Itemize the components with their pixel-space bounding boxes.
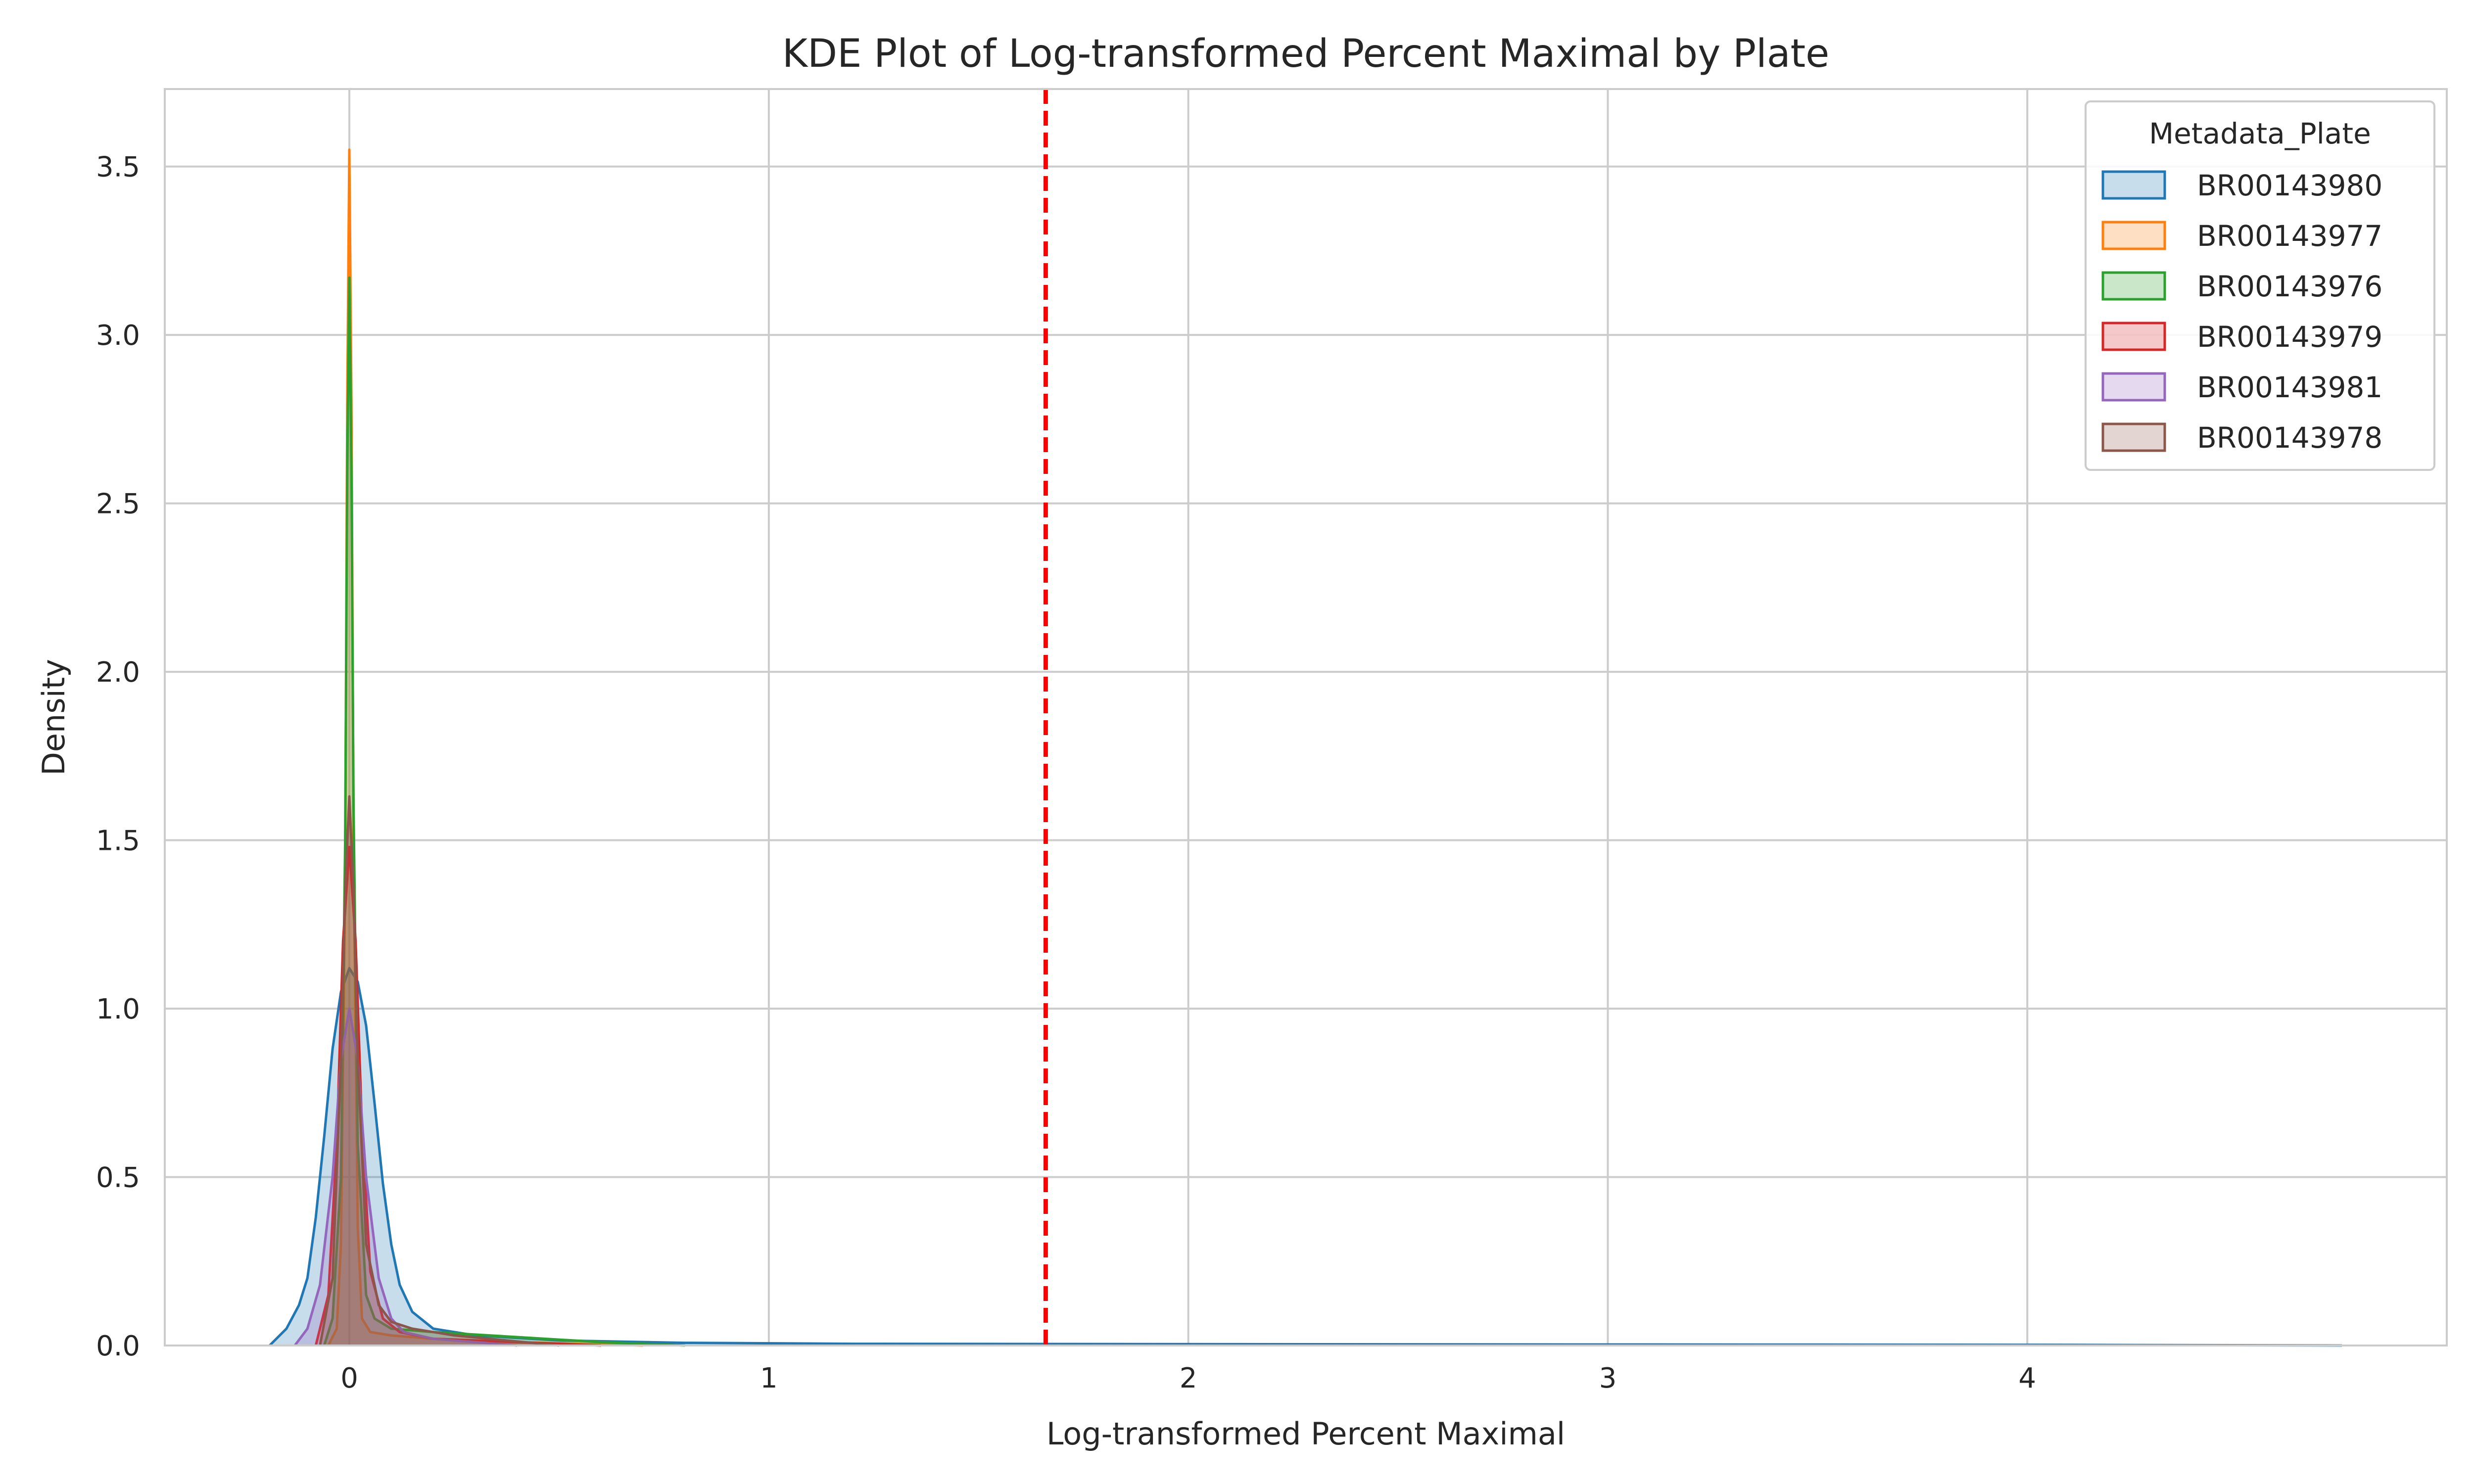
y-tick-label: 0.0 xyxy=(96,1330,140,1362)
legend-item: BR00143977 xyxy=(2101,219,2382,253)
x-ticks: 0 1 2 3 4 xyxy=(340,1362,2036,1394)
grid xyxy=(165,89,2447,1346)
x-tick-label: 1 xyxy=(760,1362,778,1394)
legend-item: BR00143979 xyxy=(2101,320,2382,354)
x-tick-label: 3 xyxy=(1599,1362,1617,1394)
y-tick-label: 0.5 xyxy=(96,1162,140,1194)
kde-area-BR00143979 xyxy=(316,847,601,1345)
legend-label: BR00143981 xyxy=(2197,371,2382,404)
y-tick-label: 2.0 xyxy=(96,656,140,689)
legend-swatch xyxy=(2101,170,2166,200)
legend-item: BR00143981 xyxy=(2101,371,2382,404)
kde-area-BR00143978 xyxy=(320,796,559,1345)
y-tick-label: 3.5 xyxy=(96,151,140,184)
y-tick-label: 2.5 xyxy=(96,488,140,520)
legend-items: BR00143980 BR00143977 BR00143976 BR00143979… xyxy=(2101,169,2382,455)
x-tick-label: 0 xyxy=(340,1362,358,1394)
legend-box xyxy=(2085,100,2435,471)
legend-title: Metadata_Plate xyxy=(2149,117,2371,150)
legend-label: BR00143978 xyxy=(2197,421,2382,455)
x-tick-label: 4 xyxy=(2018,1362,2036,1394)
legend-item: BR00143978 xyxy=(2101,421,2382,455)
chart-title: KDE Plot of Log-transformed Percent Maxi… xyxy=(782,32,1829,76)
legend-label: BR00143980 xyxy=(2197,169,2382,202)
y-tick-label: 1.0 xyxy=(96,993,140,1025)
legend-swatch xyxy=(2101,372,2166,402)
legend-item: BR00143980 xyxy=(2101,169,2382,202)
y-axis-label: Density xyxy=(36,659,72,776)
kde-line-BR00143980 xyxy=(269,967,2342,1347)
legend-swatch xyxy=(2101,422,2166,452)
kde-area-BR00143981 xyxy=(294,1009,518,1345)
legend-item: BR00143976 xyxy=(2101,270,2382,303)
x-tick-label: 2 xyxy=(1180,1362,1197,1394)
y-tick-label: 3.0 xyxy=(96,320,140,352)
x-axis-label: Log-transformed Percent Maximal xyxy=(1047,1416,1565,1452)
legend-swatch xyxy=(2101,271,2166,301)
y-tick-label: 1.5 xyxy=(96,825,140,857)
legend-swatch xyxy=(2101,221,2166,250)
legend-label: BR00143979 xyxy=(2197,320,2382,354)
legend-swatch xyxy=(2101,322,2166,351)
legend: Metadata_Plate BR00143980BR00143977BR001… xyxy=(2085,100,2435,471)
plot-frame xyxy=(164,88,2448,1346)
kde-area-BR00143976 xyxy=(324,278,685,1345)
y-ticks: 0.0 0.5 1.0 1.5 2.0 2.5 3.0 3.5 xyxy=(96,151,140,1362)
series-layer xyxy=(269,148,2342,1347)
legend-label: BR00143976 xyxy=(2197,270,2382,303)
legend-label: BR00143977 xyxy=(2197,219,2382,253)
kde-line-BR00143978 xyxy=(319,795,560,1347)
